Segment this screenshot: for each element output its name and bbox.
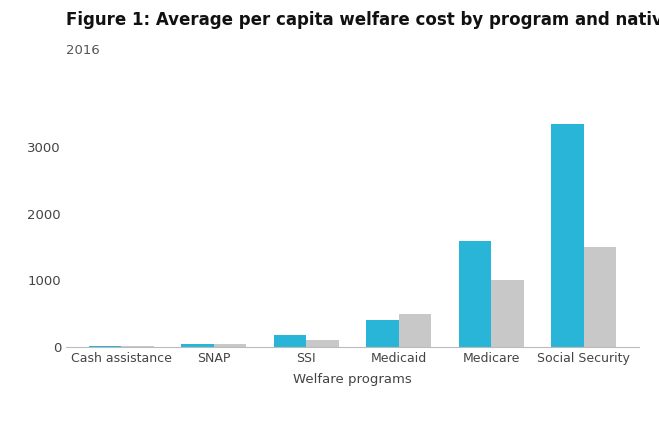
Bar: [121, 346, 154, 347]
Bar: [306, 340, 339, 347]
Bar: [491, 280, 524, 347]
Bar: [274, 335, 306, 347]
Bar: [584, 247, 616, 347]
Bar: [552, 124, 584, 347]
Bar: [399, 313, 431, 347]
Bar: [214, 344, 246, 347]
Bar: [366, 320, 399, 347]
Bar: [181, 343, 214, 347]
Text: 2016: 2016: [66, 44, 100, 58]
Bar: [89, 346, 121, 347]
Bar: [459, 241, 491, 347]
Text: Figure 1: Average per capita welfare cost by program and nativity: Figure 1: Average per capita welfare cos…: [66, 11, 659, 29]
X-axis label: Welfare programs: Welfare programs: [293, 373, 412, 386]
